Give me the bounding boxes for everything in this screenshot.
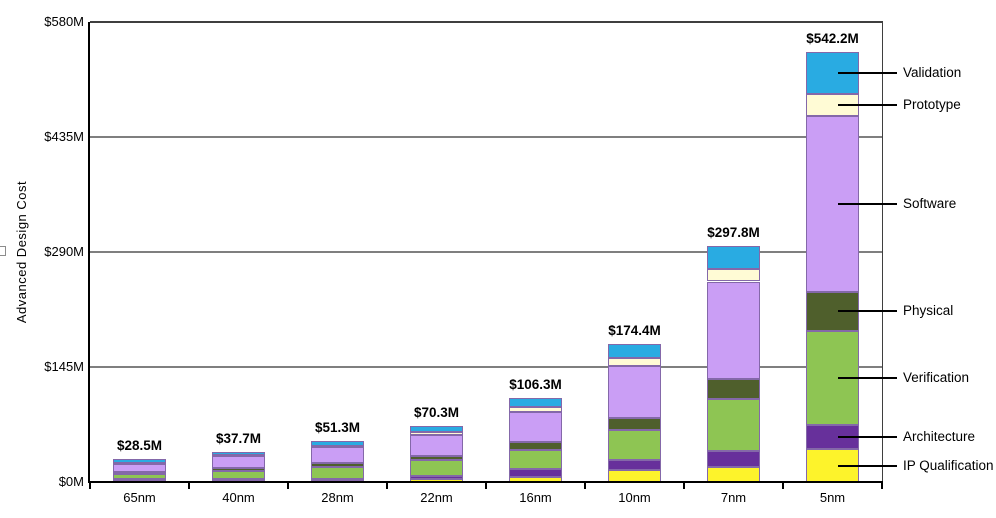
- x-tick-mark: [386, 483, 388, 489]
- segment-physical-28nm: [311, 462, 364, 467]
- total-label-65nm: $28.5M: [116, 438, 163, 454]
- segment-architecture-16nm: [509, 468, 562, 477]
- x-tick-label-5nm: 5nm: [819, 490, 846, 505]
- segment-prototype-65nm: [113, 462, 166, 465]
- legend-callout-architecture: [838, 435, 897, 438]
- gridline-145: [90, 366, 882, 368]
- legend-label-ip-qualification: IP Qualification: [903, 457, 994, 473]
- segment-physical-65nm: [113, 472, 166, 475]
- legend-label-architecture: Architecture: [903, 428, 976, 444]
- total-label-5nm: $542.2M: [806, 30, 859, 46]
- segment-prototype-10nm: [608, 357, 661, 367]
- x-tick-mark: [683, 483, 685, 489]
- segment-software-65nm: [113, 463, 166, 473]
- x-tick-label-28nm: 28nm: [321, 490, 354, 505]
- segment-verification-10nm: [608, 430, 661, 461]
- x-tick-label-22nm: 22nm: [420, 490, 453, 505]
- clipped-legend-fragment: [0, 246, 6, 256]
- segment-software-28nm: [311, 446, 364, 463]
- segment-prototype-40nm: [212, 455, 265, 458]
- segment-verification-7nm: [707, 399, 760, 451]
- y-axis-line: [88, 22, 90, 483]
- plot-border-top: [90, 21, 883, 23]
- x-tick-label-65nm: 65nm: [123, 490, 156, 505]
- plot-border-right: [881, 21, 883, 482]
- legend-callout-ip-qualification: [838, 464, 897, 467]
- x-tick-label-10nm: 10nm: [618, 490, 651, 505]
- x-tick-label-40nm: 40nm: [222, 490, 255, 505]
- segment-prototype-7nm: [707, 269, 760, 282]
- segment-physical-16nm: [509, 441, 562, 451]
- gridline-435: [90, 136, 882, 138]
- segment-verification-22nm: [410, 459, 463, 476]
- legend-label-physical: Physical: [903, 303, 954, 319]
- legend-label-prototype: Prototype: [903, 96, 961, 112]
- total-label-10nm: $174.4M: [608, 322, 661, 338]
- gridline-290: [90, 251, 882, 253]
- total-label-16nm: $106.3M: [509, 376, 562, 392]
- y-tick-label: $580M: [44, 14, 84, 29]
- total-label-28nm: $51.3M: [314, 420, 361, 436]
- segment-software-10nm: [608, 366, 661, 419]
- segment-verification-65nm: [113, 474, 166, 480]
- segment-software-16nm: [509, 411, 562, 442]
- x-tick-mark: [188, 483, 190, 489]
- segment-validation-22nm: [410, 426, 463, 433]
- x-tick-mark: [287, 483, 289, 489]
- x-axis-line: [88, 481, 883, 483]
- legend-callout-validation: [838, 71, 897, 74]
- segment-architecture-28nm: [311, 478, 364, 481]
- segment-validation-10nm: [608, 343, 661, 358]
- x-tick-label-16nm: 16nm: [519, 490, 552, 505]
- legend-callout-physical: [838, 310, 897, 313]
- segment-ip-qualification-7nm: [707, 467, 760, 482]
- segment-architecture-40nm: [212, 478, 265, 481]
- segment-validation-28nm: [311, 441, 364, 446]
- y-tick-label: $0M: [58, 474, 84, 489]
- segment-physical-22nm: [410, 455, 463, 460]
- segment-prototype-28nm: [311, 445, 364, 448]
- total-label-40nm: $37.7M: [215, 431, 262, 447]
- segment-physical-7nm: [707, 378, 760, 400]
- segment-prototype-22nm: [410, 432, 463, 435]
- total-label-7nm: $297.8M: [707, 224, 760, 240]
- legend-label-software: Software: [903, 195, 957, 211]
- segment-architecture-7nm: [707, 450, 760, 467]
- total-label-22nm: $70.3M: [413, 405, 460, 421]
- legend-callout-software: [838, 202, 897, 205]
- segment-architecture-10nm: [608, 460, 661, 470]
- legend-label-verification: Verification: [903, 369, 970, 385]
- legend-label-validation: Validation: [903, 64, 962, 80]
- segment-verification-28nm: [311, 466, 364, 479]
- segment-verification-16nm: [509, 450, 562, 469]
- segment-validation-40nm: [212, 452, 265, 456]
- segment-verification-40nm: [212, 470, 265, 479]
- y-tick-label: $435M: [44, 129, 84, 144]
- x-tick-label-7nm: 7nm: [720, 490, 747, 505]
- segment-validation-16nm: [509, 397, 562, 408]
- segment-software-7nm: [707, 281, 760, 379]
- segment-validation-65nm: [113, 459, 166, 463]
- segment-software-40nm: [212, 456, 265, 468]
- segment-architecture-22nm: [410, 475, 463, 480]
- segment-validation-7nm: [707, 245, 760, 270]
- segment-prototype-16nm: [509, 407, 562, 412]
- x-tick-mark: [485, 483, 487, 489]
- y-tick-label: $145M: [44, 359, 84, 374]
- x-tick-mark: [782, 483, 784, 489]
- segment-physical-10nm: [608, 418, 661, 431]
- x-tick-mark: [89, 483, 91, 489]
- legend-callout-prototype: [838, 103, 897, 106]
- segment-software-22nm: [410, 434, 463, 456]
- segment-architecture-65nm: [113, 479, 166, 482]
- legend-callout-verification: [838, 376, 897, 379]
- x-tick-mark: [881, 483, 883, 489]
- y-tick-label: $290M: [44, 244, 84, 259]
- x-tick-mark: [584, 483, 586, 489]
- segment-physical-40nm: [212, 467, 265, 471]
